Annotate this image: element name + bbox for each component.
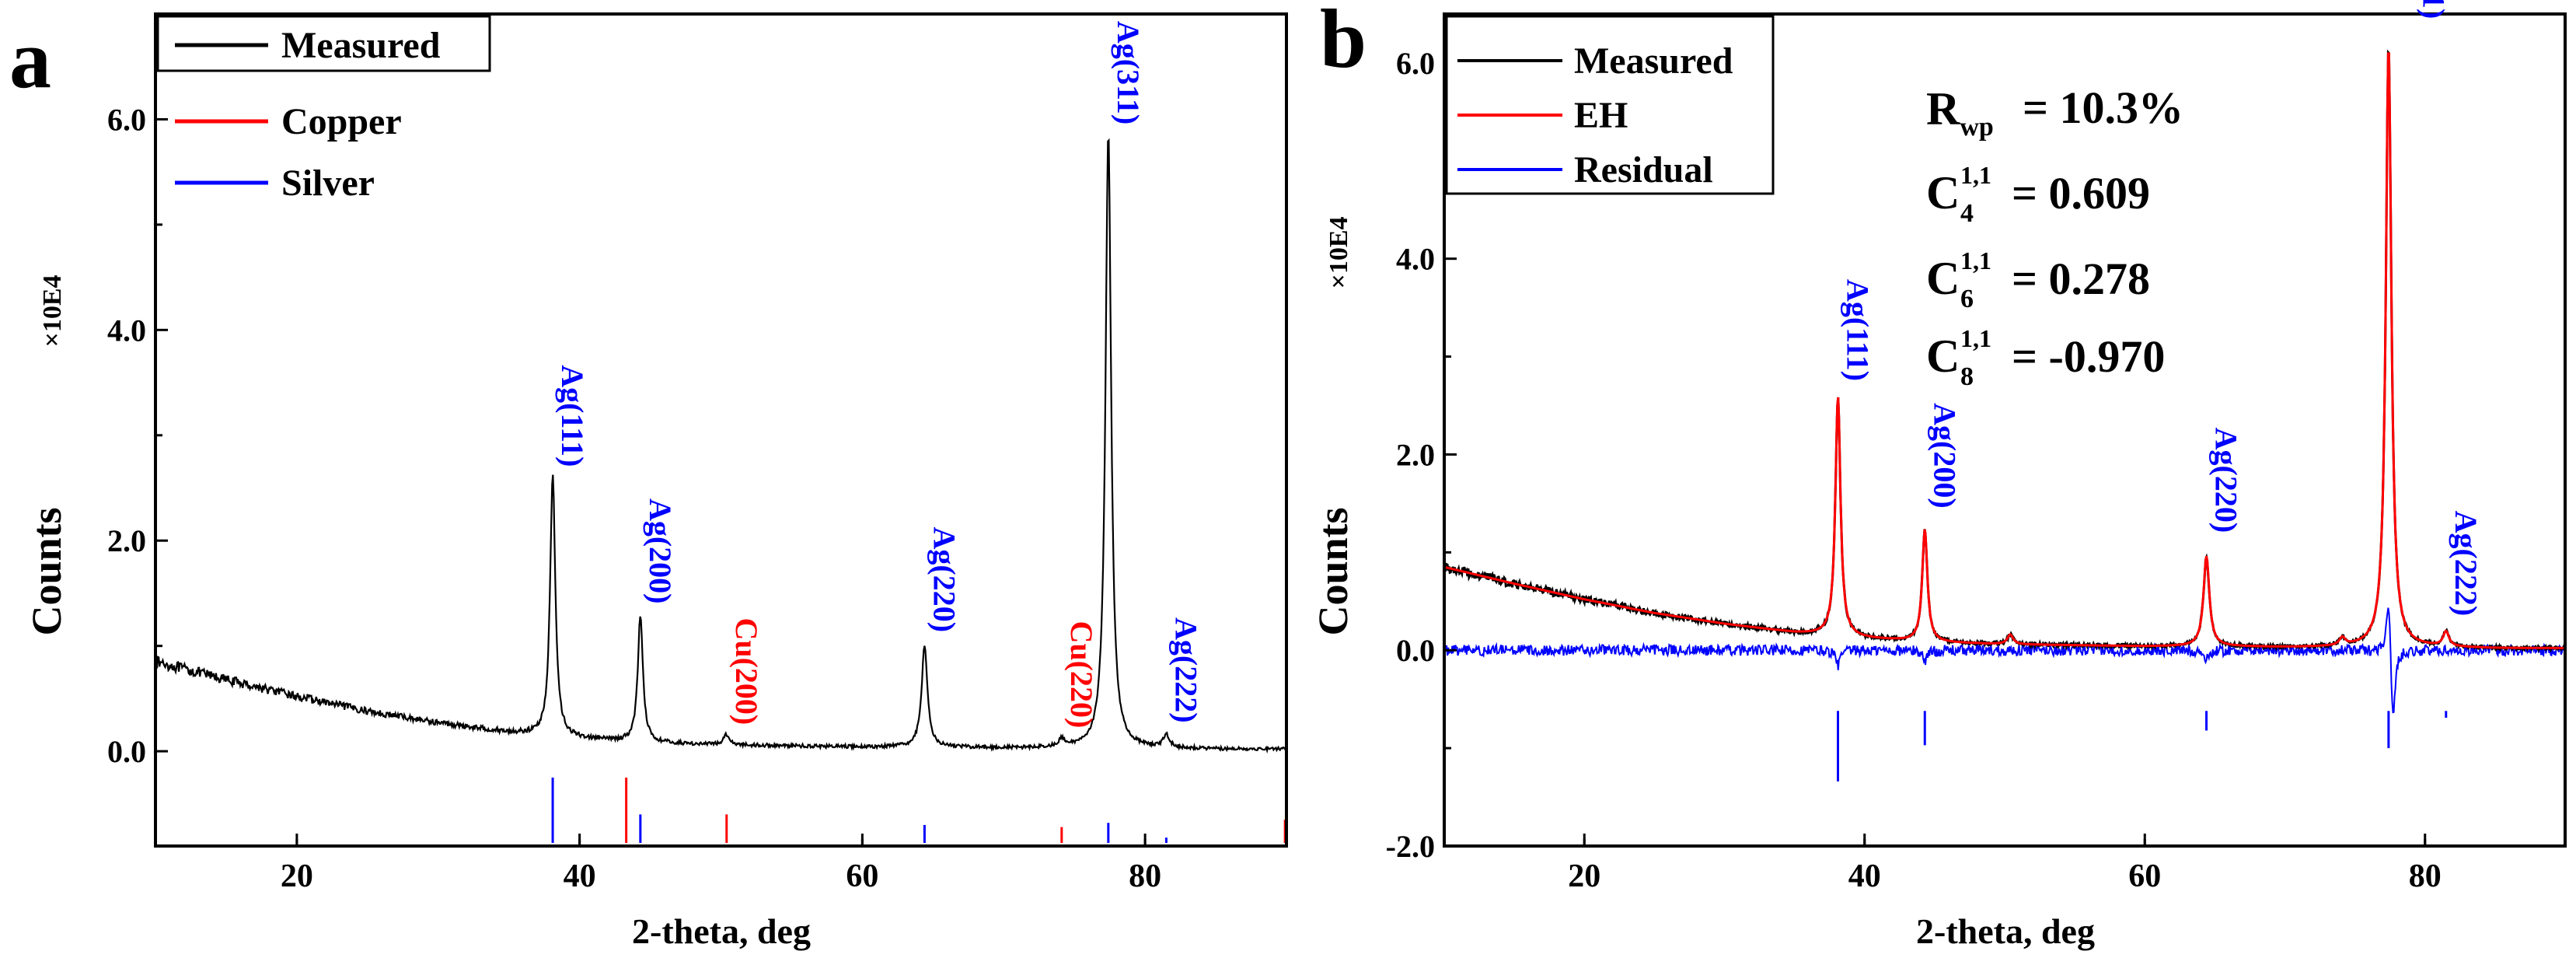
panel-b-y-axis-label: Counts [1310,507,1356,635]
panel-a-y-unit: ×10E4 [38,274,67,347]
residual-series-line [1443,607,2566,714]
panel-a-legend: Measured Copper Silver [156,15,491,204]
panel-b-frame [1443,12,2567,848]
y-tick-label: 0.0 [1396,633,1435,668]
c6-subscript: 6 [1960,285,1974,313]
y-tick-label: 4.0 [1396,242,1435,277]
c8-symbol: C [1926,330,1960,382]
panel-a-y-axis-label: Counts [23,507,70,635]
c4-superscript: 1,1 [1960,161,1991,189]
y-tick-label: 2.0 [1396,437,1435,472]
panel-b-peak-annotations: Ag(111) Ag(200) Ag(220) Ag(311) Ag(222) [1841,0,2484,616]
peak-label: Cu(220) [1064,621,1099,729]
x-tick-label: 40 [1848,858,1881,894]
peak-label: Ag(111) [1841,279,1876,381]
x-tick-label: 60 [846,858,878,894]
c4-subscript: 4 [1960,199,1974,228]
panel-b-letter: b [1320,0,1367,86]
panel-a: a 20 40 60 80 0.0 2.0 4.0 6.0 Ag(111) Ag(200) Cu(… [9,12,1288,951]
peak-label: Ag(222) [2449,511,2484,617]
panel-b-legend-eh: EH [1574,95,1628,136]
x-tick-label: 60 [2128,858,2161,894]
x-tick-label: 20 [1568,858,1600,894]
panel-a-axis-ticks: 20 40 60 80 0.0 2.0 4.0 6.0 [107,102,1161,894]
y-tick-label: 0.0 [107,734,146,769]
panel-a-legend-measured: Measured [281,25,441,66]
panel-b-legend-residual: Residual [1574,149,1713,191]
c6-superscript: 1,1 [1960,246,1991,274]
peak-label: Ag(111) [555,365,590,467]
panel-b-axis-ticks: 20 40 60 80 -2.0 0.0 2.0 4.0 6.0 [1386,46,2442,894]
panel-b-y-unit: ×10E4 [1325,216,1353,288]
panel-a-x-axis-label: 2-theta, deg [632,911,811,951]
peak-label: Cu(200) [729,617,764,725]
panel-b-legend-measured: Measured [1574,40,1733,82]
c8-subscript: 8 [1960,362,1974,391]
rwp-value: = 10.3% [2023,82,2183,133]
c8-value: = -0.970 [2012,331,2165,382]
y-tick-label: 4.0 [107,313,146,348]
x-tick-label: 40 [564,858,596,894]
x-tick-label: 80 [1129,858,1161,894]
peak-label: Ag(222) [1168,617,1203,723]
panel-b-legend: Measured EH Residual [1445,15,1775,195]
c8-superscript: 1,1 [1960,324,1991,352]
x-tick-label: 80 [2409,858,2442,894]
peak-label: Ag(200) [1927,403,1962,509]
peak-label: Ag(311) [1111,21,1146,124]
c4-value: = 0.609 [2012,168,2150,219]
c6-symbol: C [1926,253,1960,304]
x-tick-label: 20 [281,858,313,894]
c4-symbol: C [1926,167,1960,219]
y-tick-label: 6.0 [1396,46,1435,81]
y-tick-label: 6.0 [107,102,146,137]
y-tick-label: 2.0 [107,523,146,558]
panel-a-legend-silver: Silver [281,163,375,204]
peak-label: Ag(311) [2416,0,2451,19]
panel-a-legend-copper: Copper [281,101,402,142]
peak-label: Ag(200) [643,498,678,604]
measured-series-line [155,138,1288,754]
panel-b-legend-box [1445,15,1775,195]
y-tick-label: -2.0 [1386,829,1435,864]
eh-fit-series-line [1443,52,2565,649]
panel-b-x-axis-label: 2-theta, deg [1916,911,2095,951]
peak-label: Ag(220) [927,527,962,633]
rwp-symbol: Rwp [1926,83,1994,142]
c6-value: = 0.278 [2012,253,2150,304]
panel-b: b 20 40 60 80 -2.0 0.0 2.0 4.0 6.0 Ag(111) Ag(200… [1310,0,2567,951]
panel-a-peak-annotations: Ag(111) Ag(200) Cu(200) Ag(220) Cu(220) Ag(31… [555,21,1203,728]
panel-a-plot-area [155,138,1288,843]
peak-label: Ag(220) [2209,428,2244,533]
panel-a-frame [154,12,1288,848]
panel-a-letter: a [9,13,51,106]
panel-b-fit-statistics: Rwp = 10.3% C 1,1 4 = 0.609 C 1,1 6 = 0.… [1926,82,2183,391]
panel-b-plot-area [1443,49,2566,781]
